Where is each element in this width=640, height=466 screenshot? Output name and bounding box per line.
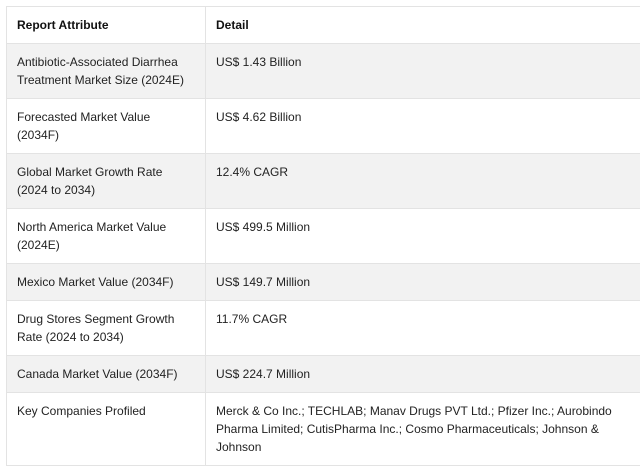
table-header: Report Attribute Detail bbox=[7, 7, 640, 44]
attribute-cell: Key Companies Profiled bbox=[7, 393, 206, 466]
header-detail: Detail bbox=[206, 7, 640, 44]
table-row: Global Market Growth Rate (2024 to 2034)… bbox=[7, 154, 640, 209]
detail-cell: US$ 4.62 Billion bbox=[206, 99, 640, 154]
attribute-cell: Drug Stores Segment Growth Rate (2024 to… bbox=[7, 301, 206, 356]
attribute-cell: Mexico Market Value (2034F) bbox=[7, 264, 206, 301]
detail-cell: US$ 149.7 Million bbox=[206, 264, 640, 301]
table-row: North America Market Value (2024E) US$ 4… bbox=[7, 209, 640, 264]
detail-cell: US$ 499.5 Million bbox=[206, 209, 640, 264]
attribute-cell: Global Market Growth Rate (2024 to 2034) bbox=[7, 154, 206, 209]
table-row: Antibiotic-Associated Diarrhea Treatment… bbox=[7, 44, 640, 99]
table-body: Antibiotic-Associated Diarrhea Treatment… bbox=[7, 44, 640, 466]
attribute-cell: North America Market Value (2024E) bbox=[7, 209, 206, 264]
table-row: Mexico Market Value (2034F) US$ 149.7 Mi… bbox=[7, 264, 640, 301]
header-row: Report Attribute Detail bbox=[7, 7, 640, 44]
table-row: Key Companies Profiled Merck & Co Inc.; … bbox=[7, 393, 640, 466]
table-row: Forecasted Market Value (2034F) US$ 4.62… bbox=[7, 99, 640, 154]
detail-cell: US$ 224.7 Million bbox=[206, 356, 640, 393]
detail-cell: 11.7% CAGR bbox=[206, 301, 640, 356]
attribute-cell: Antibiotic-Associated Diarrhea Treatment… bbox=[7, 44, 206, 99]
detail-cell: 12.4% CAGR bbox=[206, 154, 640, 209]
header-report-attribute: Report Attribute bbox=[7, 7, 206, 44]
table-row: Drug Stores Segment Growth Rate (2024 to… bbox=[7, 301, 640, 356]
report-table-container: Report Attribute Detail Antibiotic-Assoc… bbox=[6, 6, 640, 466]
detail-cell: Merck & Co Inc.; TECHLAB; Manav Drugs PV… bbox=[206, 393, 640, 466]
attribute-cell: Forecasted Market Value (2034F) bbox=[7, 99, 206, 154]
attribute-cell: Canada Market Value (2034F) bbox=[7, 356, 206, 393]
detail-cell: US$ 1.43 Billion bbox=[206, 44, 640, 99]
report-attributes-table: Report Attribute Detail Antibiotic-Assoc… bbox=[6, 6, 640, 466]
table-row: Canada Market Value (2034F) US$ 224.7 Mi… bbox=[7, 356, 640, 393]
